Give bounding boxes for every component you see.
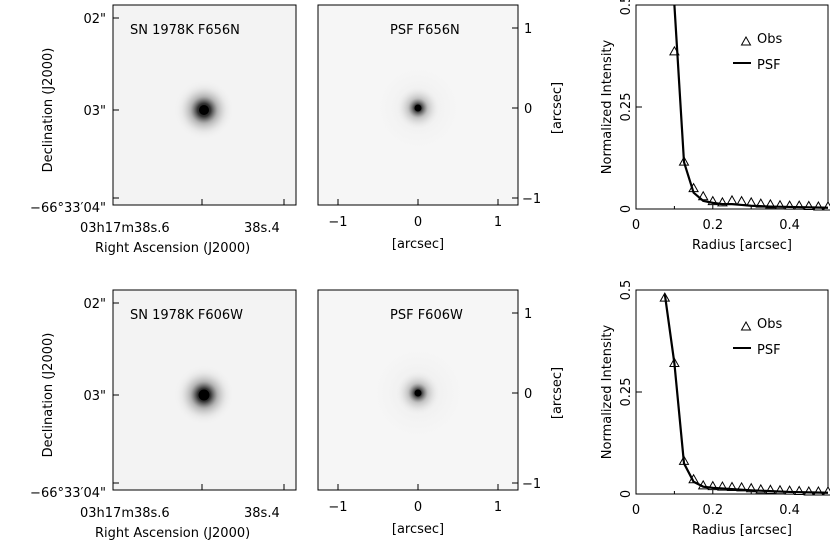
x-tick-label: 03h17m38s.6: [80, 221, 170, 236]
psf-series-line: [673, 4, 829, 209]
psf-series-line: [663, 293, 829, 494]
panel-label: PSF F656N: [390, 23, 460, 38]
y-axis-label: Declination (J2000): [41, 48, 56, 173]
y-tick-label: −1: [522, 477, 541, 492]
y-tick-label: 0: [524, 387, 532, 402]
y-axis-label: Normalized Intensity: [600, 324, 615, 459]
x-tick-label: 0: [414, 215, 422, 230]
y-tick-label: 03": [83, 389, 106, 404]
y-axis-label: [arcsec]: [550, 367, 565, 419]
psf-core: [414, 389, 422, 397]
legend-psf-label: PSF: [757, 58, 781, 73]
x-tick-label: 38s.4: [244, 221, 280, 236]
legend-obs-label: Obs: [757, 317, 782, 332]
panel-label: SN 1978K F606W: [130, 308, 243, 323]
legend-obs-marker: [740, 320, 752, 331]
psf-image-panel: PSF F656N −1 0 1 [arcsec] 1 0 −1 [arcsec…: [317, 4, 565, 252]
x-tick-label: 0.2: [702, 218, 723, 233]
plot-frame: [635, 289, 829, 495]
x-axis-label: Radius [arcsec]: [692, 523, 792, 538]
panel-label: PSF F606W: [390, 308, 463, 323]
x-tick-label: 0: [414, 500, 422, 515]
y-tick-label: 02": [83, 12, 106, 27]
y-tick-label: 0.5: [619, 0, 634, 15]
x-tick-label: −1: [328, 215, 347, 230]
legend-psf-label: PSF: [757, 343, 781, 358]
source-core: [199, 105, 209, 115]
x-tick-label: 0: [632, 218, 640, 233]
source-core: [198, 389, 210, 401]
plot-frame: [635, 4, 829, 210]
y-tick-label: 1: [524, 22, 532, 37]
y-tick-label: 03": [83, 104, 106, 119]
x-tick-label: 0.4: [779, 218, 800, 233]
sn-image-panel: SN 1978K F656N 02" 03" −66°33′04" Declin…: [30, 4, 297, 256]
x-tick-label: 1: [494, 215, 502, 230]
x-axis-label: Radius [arcsec]: [692, 238, 792, 253]
x-tick-label: 0.4: [779, 503, 800, 518]
x-axis-label: [arcsec]: [392, 237, 444, 252]
y-axis-label: Normalized Intensity: [600, 39, 615, 174]
psf-core: [414, 104, 422, 112]
y-tick-label: 0.5: [619, 280, 634, 301]
obs-point: [736, 195, 747, 206]
y-tick-label: −66°33′04": [30, 201, 106, 216]
y-axis-label: [arcsec]: [550, 82, 565, 134]
panel-label: SN 1978K F656N: [130, 23, 240, 38]
y-tick-label: 0.25: [619, 93, 634, 122]
obs-point: [813, 485, 824, 496]
x-axis-label: Right Ascension (J2000): [95, 526, 250, 541]
y-tick-label: 0: [524, 102, 532, 117]
obs-point: [793, 485, 805, 496]
x-tick-label: 0: [632, 503, 640, 518]
obs-point: [726, 194, 738, 205]
row-1: SN 1978K F656N 02" 03" −66°33′04" Declin…: [30, 0, 830, 256]
sn-image-panel: SN 1978K F606W 02" 03" −66°33′04" Declin…: [30, 289, 297, 541]
x-axis-label: [arcsec]: [392, 522, 444, 537]
y-axis-label: Declination (J2000): [41, 333, 56, 458]
y-tick-label: 0.25: [619, 378, 634, 407]
legend-obs-marker: [740, 35, 752, 46]
x-tick-label: −1: [328, 500, 347, 515]
radial-profile-chart-2: 0 0.2 0.4 0 0.25 0.5 Radius [arcsec] Normalized…: [600, 280, 830, 538]
obs-point: [813, 200, 824, 211]
y-tick-label: 02": [83, 297, 106, 312]
y-tick-label: −66°33′04": [30, 486, 106, 501]
obs-point: [803, 485, 815, 496]
y-tick-label: 0: [619, 205, 634, 213]
row-2: SN 1978K F606W 02" 03" −66°33′04" Declin…: [30, 280, 830, 541]
y-tick-label: −1: [522, 192, 541, 207]
legend-obs-label: Obs: [757, 32, 782, 47]
y-tick-label: 0: [619, 490, 634, 498]
psf-image-panel: PSF F606W −1 0 1 [arcsec] 1 0 −1 [arcsec…: [317, 289, 565, 537]
radial-profile-chart-1: 0 0.2 0.4 0 0.25 0.5 Radius [arcsec] Normalized…: [600, 0, 830, 253]
x-tick-label: 1: [494, 500, 502, 515]
y-tick-label: 1: [524, 307, 532, 322]
x-axis-label: Right Ascension (J2000): [95, 241, 250, 256]
x-tick-label: 0.2: [702, 503, 723, 518]
x-tick-label: 38s.4: [244, 506, 280, 521]
x-tick-label: 03h17m38s.6: [80, 506, 170, 521]
